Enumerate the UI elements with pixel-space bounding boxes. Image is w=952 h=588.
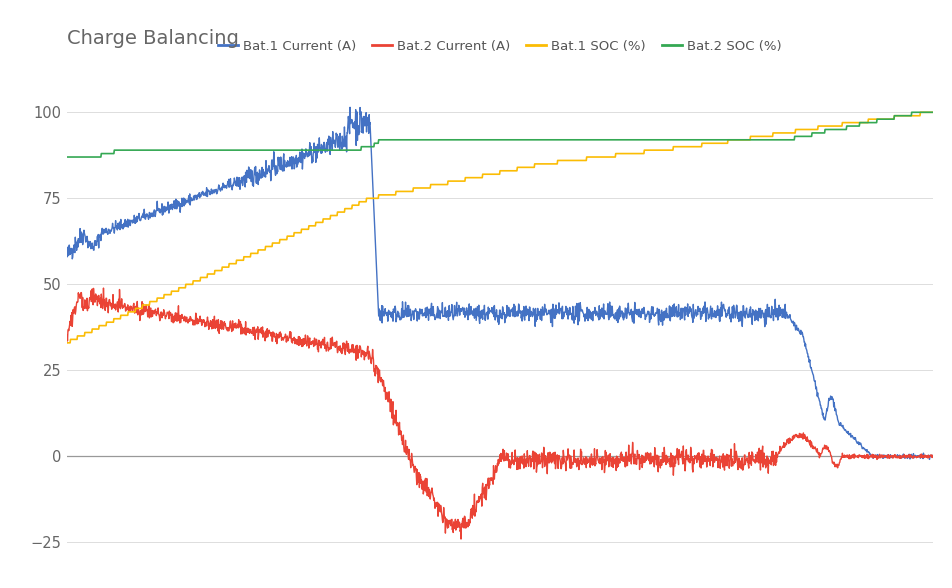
Legend: Bat.1 Current (A), Bat.2 Current (A), Bat.1 SOC (%), Bat.2 SOC (%): Bat.1 Current (A), Bat.2 Current (A), Ba… — [212, 35, 787, 58]
Text: Charge Balancing: Charge Balancing — [67, 29, 239, 48]
